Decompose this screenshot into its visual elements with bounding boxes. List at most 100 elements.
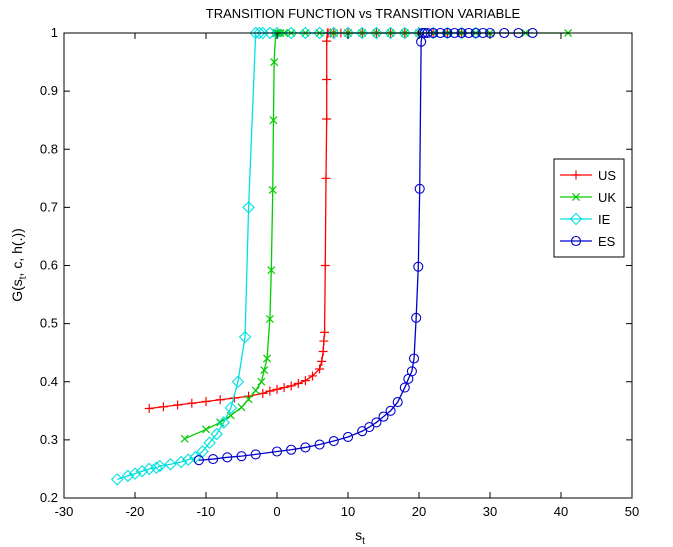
- x-axis-label: st: [355, 527, 365, 547]
- data-point-us: [173, 400, 183, 410]
- data-point-us: [317, 356, 327, 366]
- x-tick-label: 30: [483, 504, 497, 519]
- y-axis-label-sub: t: [18, 276, 29, 279]
- data-point-es: [371, 417, 382, 428]
- x-tick-label: -20: [126, 504, 145, 519]
- chart-title: TRANSITION FUNCTION vs TRANSITION VARIAB…: [206, 6, 521, 21]
- data-point-us: [320, 327, 330, 337]
- data-point-es: [342, 431, 354, 443]
- data-point-ie: [217, 416, 231, 429]
- data-point-ie: [299, 26, 312, 40]
- data-point-us: [293, 378, 303, 388]
- legend-marker-ie: [569, 212, 583, 226]
- data-point-ie: [150, 461, 163, 475]
- data-point-uk: [268, 185, 277, 194]
- y-axis-label-post: , c, h(.)): [9, 228, 25, 276]
- data-point-ie: [181, 453, 195, 466]
- legend-label-uk: UK: [598, 190, 616, 205]
- data-point-es: [364, 422, 375, 433]
- data-point-ie: [110, 473, 124, 486]
- data-point-ie: [174, 455, 188, 469]
- data-point-es: [236, 451, 247, 462]
- data-point-es: [286, 444, 297, 455]
- data-point-es: [414, 183, 425, 194]
- data-point-es: [406, 366, 417, 377]
- data-point-us: [158, 402, 168, 412]
- data-point-us: [258, 388, 268, 398]
- data-point-us: [265, 386, 275, 396]
- data-point-us: [322, 75, 332, 84]
- data-point-uk: [270, 58, 279, 67]
- data-point-us: [308, 371, 317, 381]
- y-tick-label: 0.7: [40, 199, 58, 214]
- x-axis-label-main: s: [355, 527, 362, 543]
- x-tick-label: -30: [55, 504, 74, 519]
- data-point-ie: [252, 26, 266, 40]
- data-point-ie: [164, 458, 177, 471]
- legend-marker-es: [570, 235, 582, 247]
- data-point-es: [411, 312, 422, 323]
- x-tick-label: 0: [273, 504, 280, 519]
- x-tick-label: 10: [341, 504, 355, 519]
- data-point-es: [399, 382, 410, 393]
- data-point-ie: [313, 26, 326, 40]
- data-point-uk: [251, 386, 260, 395]
- data-point-es: [300, 442, 311, 453]
- plot-area: [64, 33, 632, 498]
- data-point-ie: [398, 26, 412, 40]
- data-point-ie: [355, 26, 369, 40]
- data-point-ie: [284, 26, 298, 40]
- data-point-ie: [121, 469, 135, 483]
- data-point-us: [322, 114, 332, 124]
- y-tick-label: 0.2: [40, 490, 58, 505]
- data-point-us: [272, 384, 282, 394]
- data-point-ie: [370, 26, 383, 40]
- data-point-ie: [242, 201, 255, 214]
- y-tick-label: 0.4: [40, 374, 58, 389]
- data-point-us: [322, 36, 332, 46]
- data-point-es: [328, 435, 339, 447]
- data-point-us: [215, 395, 225, 405]
- y-axis-label-pre: G(s: [9, 279, 25, 302]
- data-point-ie: [384, 26, 397, 40]
- data-point-uk: [244, 395, 253, 404]
- x-tick-label: -10: [197, 504, 216, 519]
- data-point-us: [201, 397, 211, 407]
- x-tick-label: 20: [412, 504, 426, 519]
- y-tick-label: 0.9: [40, 83, 58, 98]
- y-tick-label: 1: [51, 25, 58, 40]
- data-point-uk: [265, 314, 274, 323]
- data-point-ie: [128, 467, 142, 480]
- data-point-ie: [135, 464, 149, 478]
- legend-label-us: US: [598, 168, 616, 183]
- data-point-ie: [327, 26, 341, 40]
- data-point-uk: [201, 425, 211, 434]
- data-point-uk: [180, 434, 189, 443]
- data-point-ie: [210, 427, 223, 441]
- legend-marker-us: [571, 170, 581, 180]
- data-point-ie: [231, 375, 245, 389]
- legend-item-ie: IE: [560, 212, 611, 227]
- y-tick-label: 0.3: [40, 432, 58, 447]
- data-point-us: [279, 383, 289, 393]
- data-point-es: [378, 411, 389, 422]
- data-point-ie: [153, 459, 167, 473]
- data-point-uk: [257, 377, 266, 386]
- data-point-us: [318, 347, 328, 357]
- data-point-us: [315, 364, 325, 374]
- data-point-ie: [238, 330, 252, 344]
- data-point-uk: [263, 354, 272, 363]
- data-point-es: [271, 446, 283, 457]
- legend-label-ie: IE: [598, 212, 611, 227]
- data-point-ie: [203, 436, 216, 450]
- data-point-ie: [224, 401, 238, 415]
- y-axis-label: G(st, c, h(.)): [9, 228, 29, 302]
- data-point-es: [222, 452, 233, 463]
- data-point-uk: [237, 403, 246, 412]
- data-point-us: [300, 376, 310, 386]
- data-point-uk: [269, 116, 278, 125]
- x-tick-label: 40: [554, 504, 568, 519]
- data-point-es: [385, 405, 396, 416]
- legend-item-uk: UK: [560, 190, 616, 205]
